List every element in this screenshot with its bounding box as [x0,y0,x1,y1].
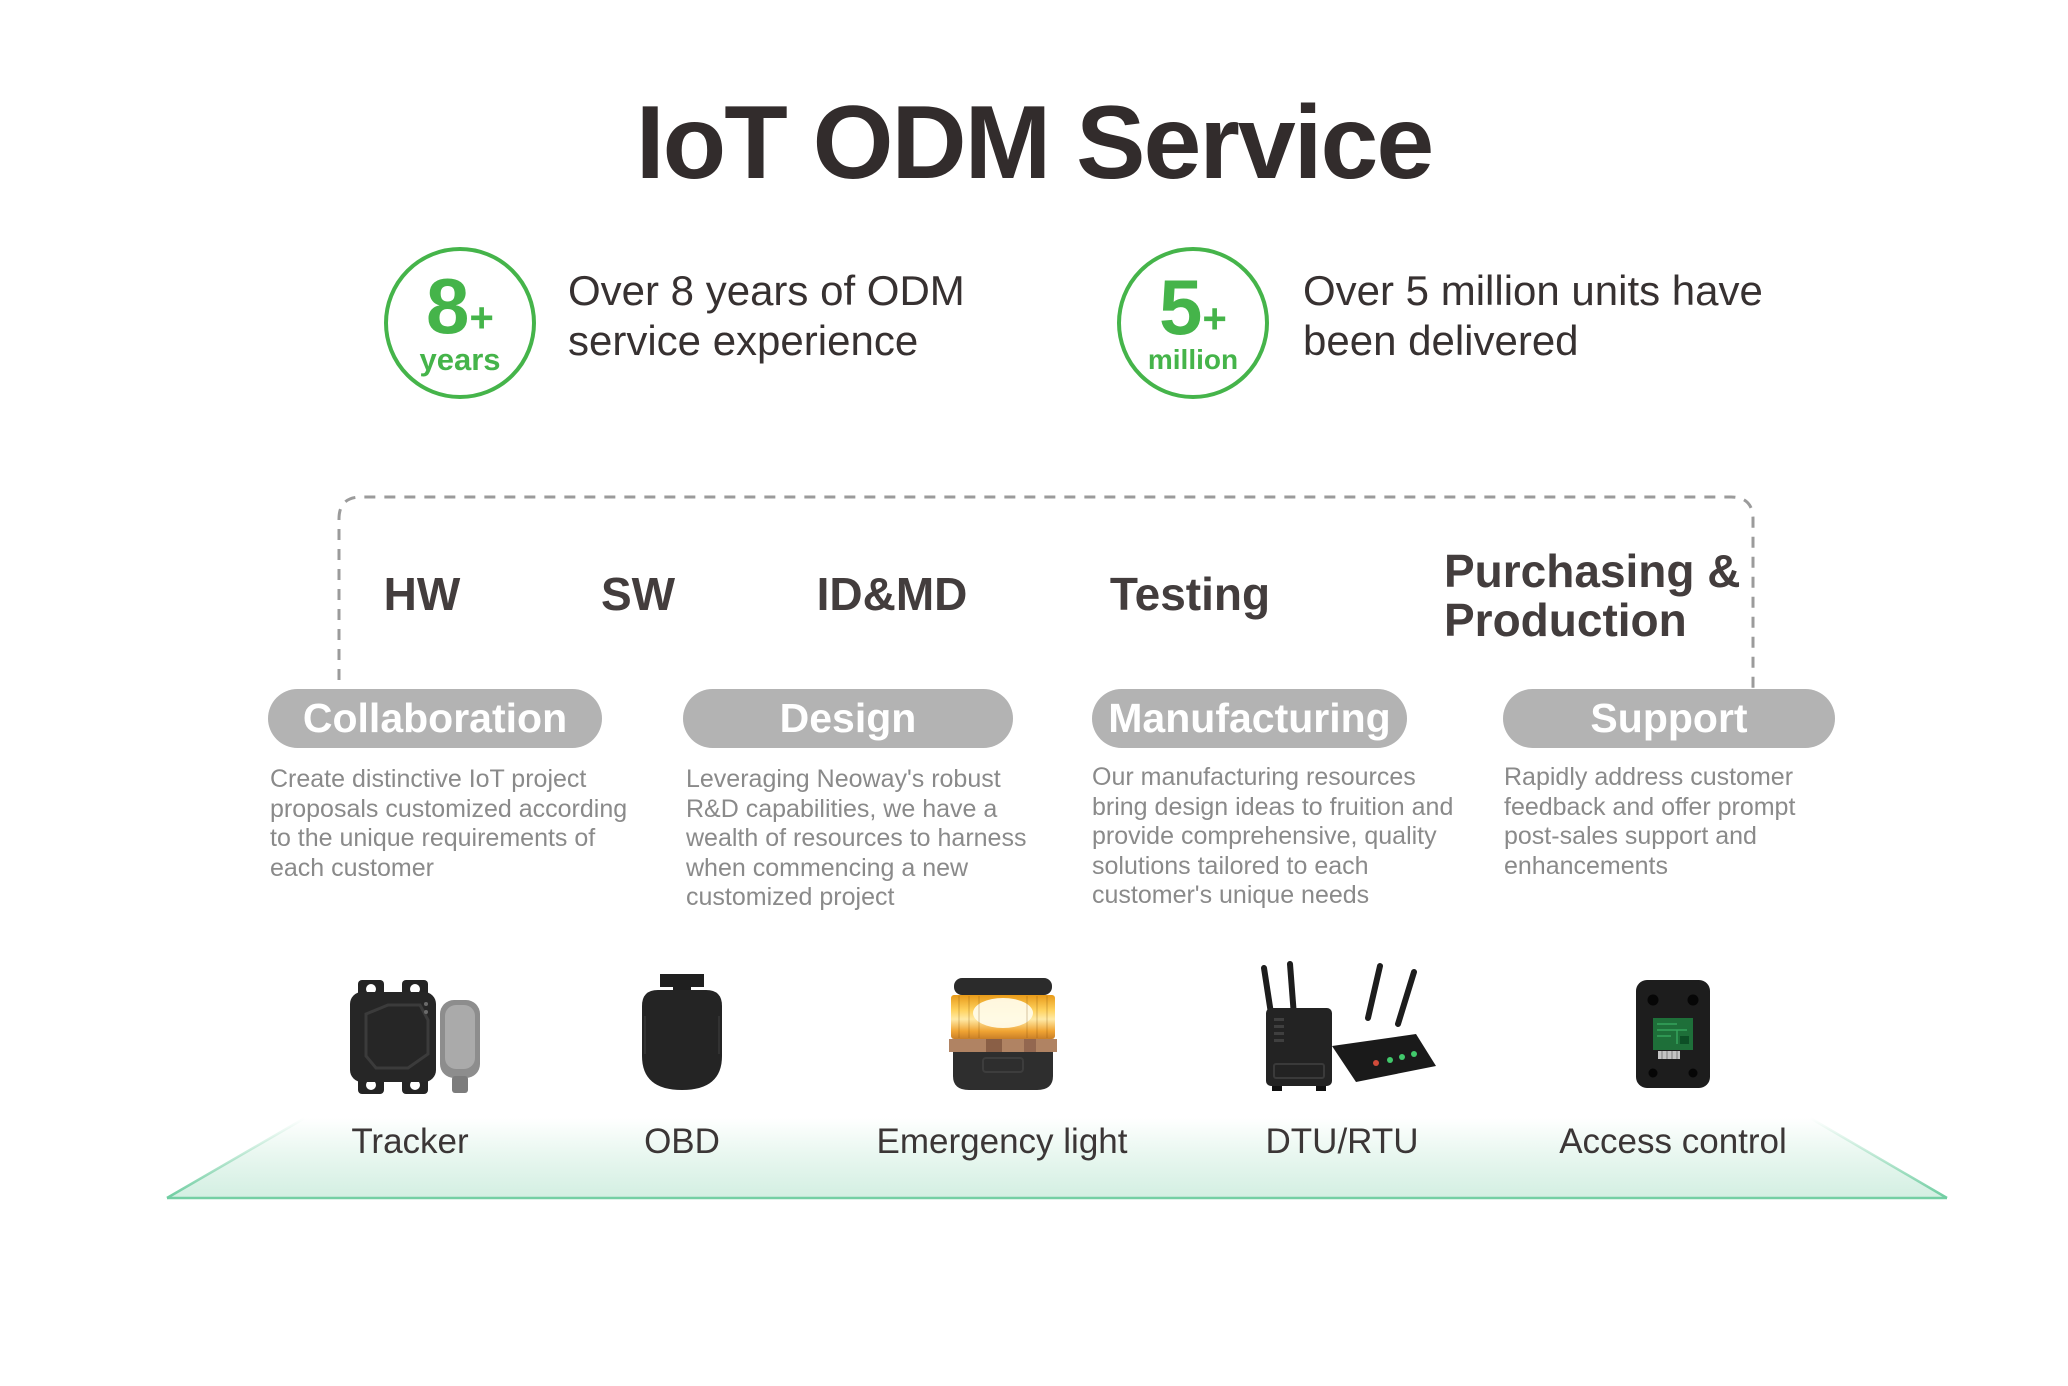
phase-pill-collaboration: Collaboration [268,689,602,748]
stat-years-number: 8 [426,261,470,350]
stat-badge-years: 8 + years [384,247,536,399]
process-step-testing: Testing [1109,568,1271,620]
process-step-idmd: ID&MD [816,568,968,620]
stat-years-value: 8 + [426,261,494,350]
product-label-obd: OBD [644,1122,720,1161]
phase-pill-design: Design [683,689,1013,748]
product-label-emergency-light: Emergency light [876,1122,1128,1161]
phase-pill-manufacturing: Manufacturing [1092,689,1407,748]
obd-dongle-icon [642,974,722,1090]
platform-stage [166,1116,1948,1200]
dtu-rtu-router-icon [1261,961,1436,1091]
stat-years-description: Over 8 years of ODM service experience [568,267,965,364]
stat-million-unit: million [1147,343,1239,375]
platform-left-edge [166,1116,306,1200]
plus-sign: + [1202,295,1227,343]
stat-badge-million: 5 + million [1117,247,1269,399]
process-step-hw: HW [383,568,461,620]
phase-description-support: Rapidly address customer feedback and of… [1504,763,1796,880]
stat-million-value: 5 + [1159,263,1227,352]
phase-pill-support: Support [1503,689,1835,748]
phase-description-manufacturing: Our manufacturing resources bring design… [1092,763,1454,909]
plus-sign: + [469,293,494,341]
tracker-device-icon [350,980,480,1094]
stat-million-description: Over 5 million units have been delivered [1303,267,1763,364]
process-step-sw: SW [600,568,676,620]
product-label-dtu-rtu: DTU/RTU [1265,1122,1419,1161]
product-label-access-control: Access control [1559,1122,1787,1161]
phase-description-collaboration: Create distinctive IoT project proposals… [270,765,628,882]
access-control-reader-icon [1636,980,1710,1088]
product-label-tracker: Tracker [351,1122,469,1161]
emergency-light-icon [949,978,1057,1090]
stat-years-unit: years [419,342,501,378]
page-title: IoT ODM Service [635,85,1434,201]
stat-million-number: 5 [1159,263,1203,352]
platform-right-edge [1809,1116,1948,1200]
process-step-purchasing-production: Purchasing & Production [1444,545,1741,646]
phase-description-design: Leveraging Neoway's robust R&D capabilit… [686,765,1027,911]
